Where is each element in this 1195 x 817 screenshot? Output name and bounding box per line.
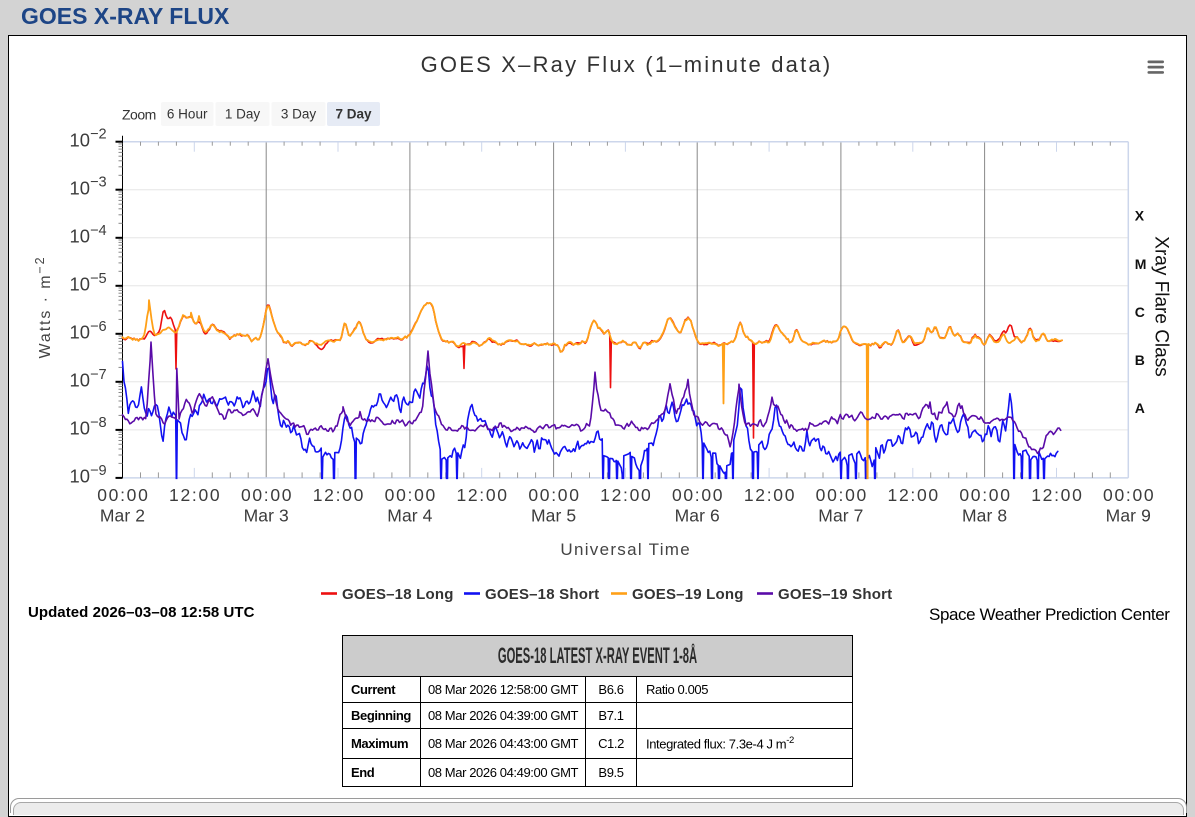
svg-text:00:00: 00:00 (672, 485, 724, 505)
svg-text:M: M (1135, 256, 1147, 272)
svg-text:12:00: 12:00 (888, 485, 940, 505)
svg-text:10−7: 10−7 (69, 367, 106, 391)
svg-text:Mar 4: Mar 4 (387, 505, 432, 525)
svg-text:10−9: 10−9 (69, 463, 106, 487)
svg-text:GOES–18 Short: GOES–18 Short (485, 586, 599, 603)
svg-text:Space Weather Prediction Cente: Space Weather Prediction Center (929, 605, 1170, 624)
svg-text:Mar 8: Mar 8 (962, 505, 1007, 525)
svg-text:00:00: 00:00 (97, 485, 149, 505)
svg-text:12:00: 12:00 (744, 485, 796, 505)
svg-text:GOES–19 Short: GOES–19 Short (778, 586, 892, 603)
svg-text:12:00: 12:00 (456, 485, 508, 505)
svg-text:Mar 5: Mar 5 (531, 505, 576, 525)
svg-text:B: B (1135, 352, 1145, 368)
svg-text:10−6: 10−6 (69, 319, 106, 343)
svg-text:00:00: 00:00 (1103, 485, 1155, 505)
svg-text:10−5: 10−5 (69, 271, 106, 295)
svg-text:12:00: 12:00 (169, 485, 221, 505)
svg-text:00:00: 00:00 (959, 485, 1011, 505)
svg-text:Mar 3: Mar 3 (244, 505, 289, 525)
svg-text:1 Day: 1 Day (225, 107, 261, 122)
svg-text:Mar 2: Mar 2 (100, 505, 145, 525)
svg-text:Mar 7: Mar 7 (818, 505, 863, 525)
svg-text:Xray Flare Class: Xray Flare Class (1151, 236, 1172, 376)
svg-text:Updated 2026–03–08 12:58 UTC: Updated 2026–03–08 12:58 UTC (28, 604, 255, 621)
svg-text:00:00: 00:00 (385, 485, 437, 505)
svg-text:GOES–18 Long: GOES–18 Long (342, 586, 454, 603)
svg-text:00:00: 00:00 (816, 485, 868, 505)
svg-text:12:00: 12:00 (313, 485, 365, 505)
svg-text:X: X (1135, 208, 1145, 224)
svg-text:Zoom: Zoom (122, 107, 156, 123)
svg-text:10−4: 10−4 (69, 223, 106, 247)
svg-text:10−3: 10−3 (69, 175, 106, 199)
svg-text:Universal Time: Universal Time (560, 540, 691, 559)
svg-text:Mar 6: Mar 6 (675, 505, 720, 525)
svg-text:12:00: 12:00 (600, 485, 652, 505)
svg-text:10−8: 10−8 (69, 415, 106, 439)
svg-text:3 Day: 3 Day (281, 107, 317, 122)
svg-text:7 Day: 7 Day (335, 107, 372, 122)
svg-text:GOES X–Ray Flux (1–minute data: GOES X–Ray Flux (1–minute data) (421, 52, 833, 77)
svg-text:12:00: 12:00 (1031, 485, 1083, 505)
svg-text:Watts · m−2: Watts · m−2 (33, 255, 54, 358)
svg-text:Mar 9: Mar 9 (1106, 505, 1151, 525)
svg-text:10−2: 10−2 (69, 127, 106, 151)
svg-text:00:00: 00:00 (528, 485, 580, 505)
svg-text:GOES–19 Long: GOES–19 Long (632, 586, 744, 603)
svg-text:00:00: 00:00 (241, 485, 293, 505)
svg-text:A: A (1135, 400, 1145, 416)
svg-text:6 Hour: 6 Hour (167, 107, 208, 122)
svg-text:C: C (1135, 304, 1145, 320)
